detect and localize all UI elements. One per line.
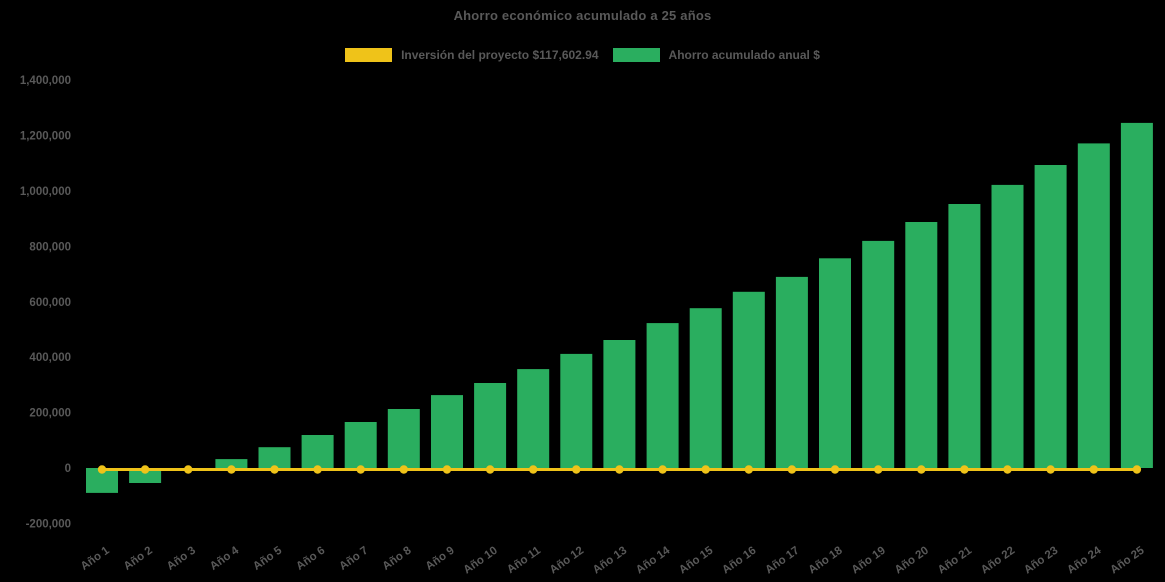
bar-ano-21 bbox=[948, 204, 981, 468]
line-marker-ano-3 bbox=[184, 465, 193, 474]
line-marker-ano-20 bbox=[917, 465, 926, 474]
line-marker-ano-21 bbox=[960, 465, 969, 474]
bar-ano-8 bbox=[387, 409, 420, 468]
bar-ano-22 bbox=[991, 184, 1024, 468]
x-category-label: Año 8 bbox=[381, 544, 415, 572]
x-category-label: Año 22 bbox=[979, 545, 1017, 577]
x-category-label: Año 7 bbox=[337, 545, 370, 573]
legend-item-ahorro: Ahorro acumulado anual $ bbox=[612, 48, 820, 62]
bar-ano-4 bbox=[215, 459, 248, 468]
line-marker-ano-24 bbox=[1089, 465, 1099, 474]
bar-ano-12 bbox=[560, 353, 593, 468]
chart-legend: Inversión del proyecto $117,602.94 Ahorr… bbox=[0, 48, 1165, 62]
bar-ano-11 bbox=[517, 369, 550, 468]
x-category-label: Año 15 bbox=[677, 544, 716, 576]
line-marker-ano-12 bbox=[572, 465, 581, 474]
bar-ano-5 bbox=[258, 447, 291, 468]
line-marker-ano-1 bbox=[97, 465, 107, 474]
x-category-label: Año 25 bbox=[1108, 544, 1147, 576]
line-marker-ano-7 bbox=[356, 465, 365, 474]
x-category-label: Año 14 bbox=[634, 544, 673, 576]
bar-ano-9 bbox=[431, 395, 463, 468]
bar-ano-13 bbox=[603, 340, 636, 468]
x-category-label: Año 2 bbox=[122, 545, 155, 573]
x-category-label: Año 16 bbox=[720, 545, 758, 577]
x-category-label: Año 1 bbox=[79, 544, 113, 572]
line-marker-ano-19 bbox=[874, 465, 883, 474]
line-marker-ano-15 bbox=[701, 465, 710, 474]
x-category-label: Año 21 bbox=[936, 544, 975, 576]
y-tick-label: 400,000 bbox=[29, 352, 71, 364]
line-marker-ano-8 bbox=[399, 465, 408, 474]
bar-ano-14 bbox=[646, 323, 679, 468]
x-category-label: Año 6 bbox=[294, 545, 327, 573]
x-category-label: Año 3 bbox=[165, 545, 198, 573]
bar-ano-20 bbox=[905, 222, 938, 468]
line-marker-ano-9 bbox=[442, 465, 452, 474]
x-category-label: Año 9 bbox=[424, 545, 457, 573]
y-tick-label: 600,000 bbox=[29, 297, 71, 309]
y-tick-label: 1,000,000 bbox=[20, 186, 71, 198]
x-category-label: Año 13 bbox=[591, 545, 629, 577]
legend-label-inversion: Inversión del proyecto $117,602.94 bbox=[401, 48, 599, 62]
line-marker-ano-22 bbox=[1003, 465, 1012, 474]
line-marker-ano-5 bbox=[270, 465, 279, 474]
bar-ano-18 bbox=[819, 258, 851, 468]
x-category-label: Año 17 bbox=[763, 545, 801, 577]
y-tick-label: 1,400,000 bbox=[20, 75, 71, 87]
x-category-label: Año 12 bbox=[548, 545, 586, 577]
bar-ano-16 bbox=[732, 291, 765, 468]
y-tick-label: 0 bbox=[65, 463, 71, 475]
bar-ano-2 bbox=[129, 468, 162, 483]
legend-label-ahorro: Ahorro acumulado anual $ bbox=[668, 48, 820, 62]
legend-swatch-line-icon bbox=[345, 48, 393, 62]
x-category-label: Año 23 bbox=[1022, 545, 1060, 577]
bar-ano-17 bbox=[775, 276, 808, 468]
y-tick-label: 800,000 bbox=[29, 241, 71, 253]
x-category-label: Año 5 bbox=[251, 544, 285, 572]
y-tick-label: 200,000 bbox=[29, 408, 71, 420]
line-marker-ano-13 bbox=[615, 465, 624, 474]
line-marker-ano-16 bbox=[744, 465, 753, 474]
bar-ano-25 bbox=[1120, 122, 1153, 469]
chart-title: Ahorro económico acumulado a 25 años bbox=[453, 8, 712, 23]
y-tick-label: 1,200,000 bbox=[20, 131, 71, 143]
bar-ano-19 bbox=[862, 240, 895, 468]
line-marker-ano-2 bbox=[140, 465, 150, 474]
x-category-label: Año 11 bbox=[505, 544, 543, 576]
line-marker-ano-11 bbox=[529, 465, 538, 474]
line-marker-ano-4 bbox=[227, 465, 236, 474]
line-marker-ano-6 bbox=[313, 465, 322, 474]
x-category-label: Año 20 bbox=[893, 545, 931, 577]
x-category-label: Año 24 bbox=[1065, 544, 1104, 576]
bar-ano-24 bbox=[1077, 143, 1110, 468]
bar-ano-10 bbox=[474, 383, 507, 468]
legend-swatch-bar-icon bbox=[612, 48, 660, 62]
line-marker-ano-23 bbox=[1046, 465, 1055, 474]
y-tick-label: -200,000 bbox=[26, 518, 71, 530]
bar-ano-6 bbox=[301, 435, 334, 468]
bar-ano-7 bbox=[344, 422, 377, 468]
x-category-label: Año 10 bbox=[462, 545, 500, 577]
line-marker-ano-10 bbox=[485, 465, 495, 474]
x-category-label: Año 19 bbox=[850, 545, 888, 577]
line-marker-ano-25 bbox=[1132, 465, 1142, 474]
line-marker-ano-18 bbox=[830, 465, 840, 474]
x-category-label: Año 18 bbox=[806, 544, 845, 576]
bar-ano-23 bbox=[1034, 165, 1067, 468]
x-category-label: Año 4 bbox=[208, 544, 242, 572]
line-marker-ano-17 bbox=[787, 465, 797, 474]
line-marker-ano-14 bbox=[658, 465, 667, 474]
legend-item-inversion: Inversión del proyecto $117,602.94 bbox=[345, 48, 599, 62]
bar-ano-15 bbox=[689, 308, 722, 468]
